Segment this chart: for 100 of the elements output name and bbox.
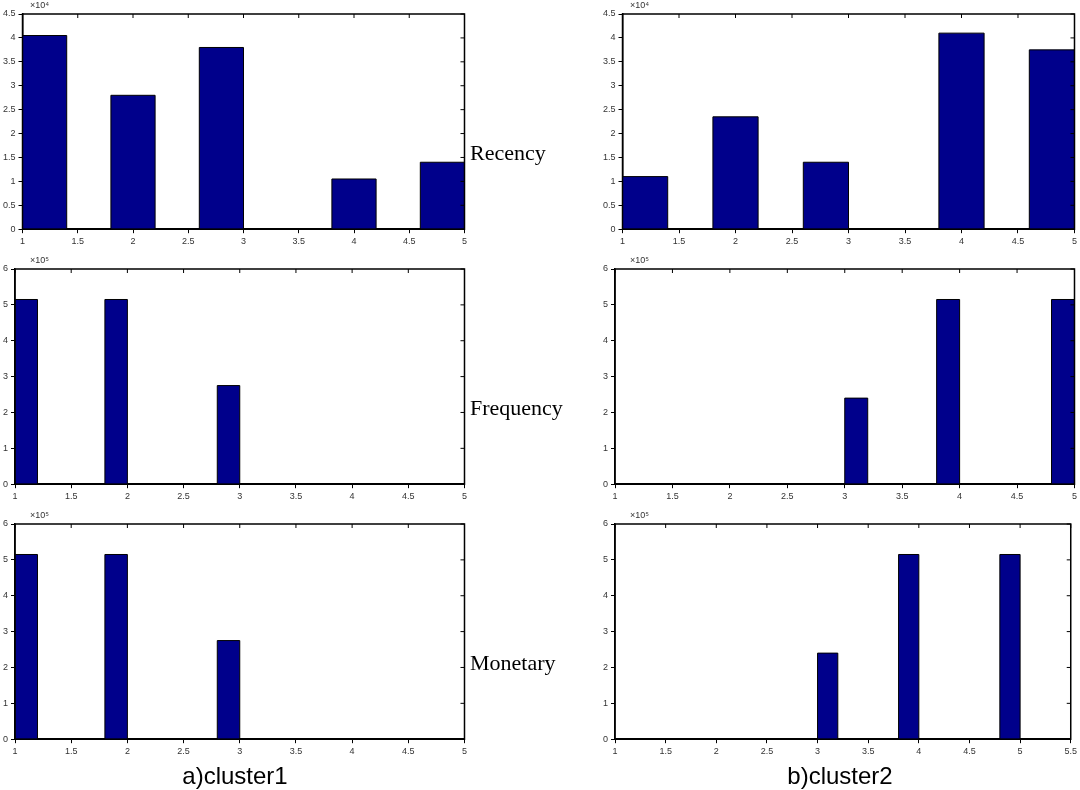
- y-tick-label: 5: [602, 554, 609, 565]
- x-tick-label: 4: [916, 746, 922, 757]
- y-tick-label: 0: [10, 223, 16, 234]
- y-tick-label: 4: [610, 32, 616, 43]
- text: ×10⁴: [630, 0, 650, 10]
- y-tick-label: 3: [2, 626, 9, 637]
- x-tick-label: 3.5: [895, 491, 909, 502]
- y-tick-label: 2: [2, 406, 9, 417]
- y-tick-label: 1: [610, 175, 616, 186]
- y-tick-label: 5: [2, 554, 9, 565]
- y-tick-label: 3.5: [3, 56, 16, 67]
- y-tick-label: 3: [2, 371, 9, 382]
- x-tick-label: 1.5: [64, 491, 78, 502]
- x-tick-label: 4: [958, 236, 965, 247]
- y-tick-label: 2: [602, 661, 609, 672]
- y-axis-title: Monetary: [470, 650, 556, 676]
- y-tick-label: 0.5: [3, 199, 16, 210]
- y-tick-label: 4.5: [3, 8, 16, 19]
- y-tick-label: 1.5: [3, 151, 16, 162]
- y-tick-label: 4: [2, 335, 9, 346]
- x-axis-title: b)cluster2: [786, 762, 894, 790]
- x-tick-label: 4.5: [402, 491, 415, 502]
- x-tick-label: 2: [130, 236, 136, 247]
- x-tick-label: 4.5: [402, 746, 415, 757]
- y-tick-label: 1.5: [603, 151, 616, 162]
- x-tick-label: 4.5: [402, 236, 416, 247]
- y-tick-label: 1: [2, 442, 9, 453]
- y-tick-label: 2: [2, 661, 9, 672]
- y-tick-label: 6: [602, 518, 609, 529]
- x-tick-label: 3.5: [898, 236, 912, 247]
- x-tick-label: 4: [957, 491, 963, 502]
- y-tick-label: 5: [2, 299, 9, 310]
- x-tick-label: 4: [351, 236, 357, 247]
- x-tick-label: 1.5: [672, 236, 686, 247]
- y-tick-label: 2.5: [603, 104, 616, 115]
- y-axis-title: Recency: [470, 140, 546, 166]
- x-tick-label: 4.5: [963, 746, 976, 757]
- y-tick-label: 0: [2, 733, 9, 744]
- x-tick-label: 2.5: [177, 491, 190, 502]
- x-tick-label: 5: [461, 236, 468, 247]
- y-tick-label: 2: [602, 406, 609, 417]
- y-tick-label: 0.5: [603, 199, 616, 210]
- x-tick-label: 3: [237, 746, 243, 757]
- y-tick-label: 3: [602, 626, 609, 637]
- y-tick-label: 4.5: [603, 8, 616, 19]
- x-tick-label: 4.5: [1011, 236, 1025, 247]
- text: ×10⁵: [30, 255, 49, 265]
- x-tick-label: 3.5: [289, 746, 303, 757]
- x-tick-label: 5.5: [1064, 746, 1077, 757]
- x-tick-label: 3: [846, 236, 852, 247]
- y-axis-title: Frequency: [470, 395, 563, 421]
- y-tick-label: 0: [602, 478, 609, 489]
- x-tick-label: 3: [842, 491, 848, 502]
- x-tick-label: 1: [20, 236, 26, 247]
- x-tick-label: 5: [1071, 236, 1078, 247]
- y-tick-label: 4: [2, 590, 9, 601]
- y-tick-label: 3.5: [603, 56, 616, 67]
- x-tick-label: 5: [1017, 746, 1023, 757]
- x-tick-label: 1.5: [71, 236, 85, 247]
- x-tick-label: 5: [461, 746, 468, 757]
- x-tick-label: 3.5: [292, 236, 306, 247]
- x-tick-label: 2: [124, 746, 130, 757]
- x-tick-label: 3: [241, 236, 247, 247]
- y-tick-label: 0: [602, 733, 609, 744]
- text: ×10⁵: [30, 510, 49, 520]
- x-axis-title: a)cluster1: [181, 762, 289, 790]
- x-tick-label: 2.5: [781, 491, 794, 502]
- x-tick-label: 2: [124, 491, 130, 502]
- x-tick-label: 1: [620, 236, 626, 247]
- x-tick-label: 3.5: [289, 491, 303, 502]
- y-tick-label: 4: [602, 335, 609, 346]
- y-tick-label: 6: [602, 263, 609, 274]
- y-tick-label: 0: [610, 223, 616, 234]
- y-tick-label: 2: [10, 128, 16, 139]
- y-tick-label: 3: [602, 371, 609, 382]
- y-tick-label: 1: [2, 697, 9, 708]
- x-tick-label: 4: [349, 746, 355, 757]
- x-tick-label: 3.5: [861, 746, 875, 757]
- x-tick-label: 2: [713, 746, 719, 757]
- y-tick-label: 6: [2, 518, 9, 529]
- y-tick-label: 1: [602, 442, 609, 453]
- x-tick-label: 5: [461, 491, 468, 502]
- y-tick-label: 5: [602, 299, 609, 310]
- y-tick-label: 0: [2, 478, 9, 489]
- x-tick-label: 2: [733, 236, 739, 247]
- x-tick-label: 4.5: [1010, 491, 1024, 502]
- x-tick-label: 2.5: [760, 746, 774, 757]
- x-tick-label: 2.5: [182, 236, 195, 247]
- y-tick-label: 1: [602, 697, 609, 708]
- x-tick-label: 3: [815, 746, 821, 757]
- text: ×10⁵: [630, 510, 649, 520]
- x-tick-label: 4: [349, 491, 355, 502]
- y-tick-label: 2.5: [3, 104, 16, 115]
- y-tick-label: 6: [2, 263, 9, 274]
- y-tick-label: 4: [10, 32, 16, 43]
- x-tick-label: 1.5: [64, 746, 78, 757]
- text: ×10⁵: [630, 255, 649, 265]
- x-tick-label: 1.5: [659, 746, 672, 757]
- x-tick-label: 2.5: [785, 236, 799, 247]
- y-tick-label: 1: [10, 175, 16, 186]
